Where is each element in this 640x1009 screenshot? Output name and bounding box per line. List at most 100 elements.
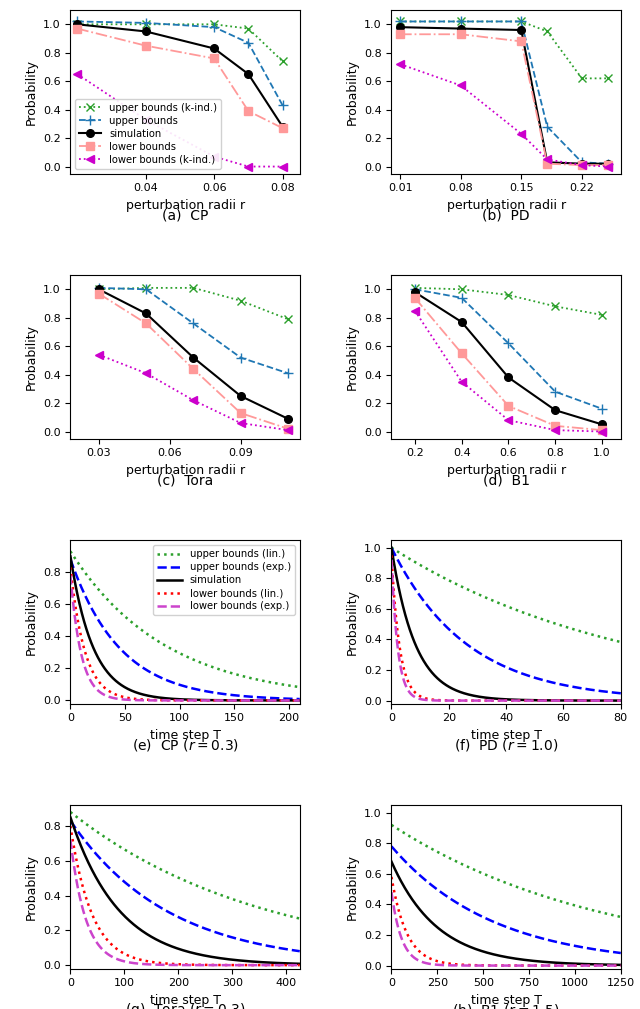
simulation — [498, 693, 506, 705]
simulation — [296, 958, 303, 970]
simulation — [578, 157, 586, 170]
lower bounds (lin.) — [617, 960, 625, 972]
upper bounds — [74, 15, 81, 27]
lower bounds (k-ind.) — [95, 349, 102, 361]
Line: lower bounds: lower bounds — [411, 294, 606, 434]
Line: simulation: simulation — [95, 286, 292, 423]
simulation — [388, 856, 396, 868]
upper bounds (exp.) — [497, 659, 504, 671]
Line: simulation: simulation — [74, 20, 287, 130]
upper bounds (exp.) — [575, 682, 583, 694]
lower bounds (exp.) — [203, 694, 211, 706]
lower bounds (lin.) — [388, 871, 396, 883]
lower bounds — [458, 347, 465, 359]
simulation — [237, 389, 244, 402]
simulation — [524, 955, 532, 967]
lower bounds (lin.) — [512, 694, 520, 706]
simulation — [67, 811, 74, 823]
lower bounds (exp.) — [524, 960, 532, 972]
upper bounds (lin.) — [388, 819, 396, 831]
upper bounds (k-ind.) — [189, 282, 197, 294]
lower bounds (exp.) — [498, 694, 506, 706]
X-axis label: perturbation radii r: perturbation radii r — [447, 199, 566, 212]
upper bounds (exp.) — [191, 918, 198, 930]
upper bounds (lin.) — [67, 806, 74, 818]
lower bounds — [284, 423, 292, 435]
Title: (c)  Tora: (c) Tora — [157, 473, 213, 487]
simulation — [543, 156, 551, 169]
upper bounds (exp.) — [177, 912, 184, 924]
simulation — [74, 18, 81, 30]
upper bounds — [504, 337, 512, 349]
lower bounds (k-ind.) — [74, 68, 81, 80]
simulation — [211, 42, 218, 54]
lower bounds (lin.) — [191, 694, 198, 706]
Y-axis label: Probability: Probability — [346, 589, 358, 655]
lower bounds — [142, 318, 150, 330]
upper bounds (k-ind.) — [244, 22, 252, 34]
simulation — [611, 694, 619, 706]
upper bounds — [543, 121, 551, 133]
simulation — [189, 351, 197, 363]
lower bounds — [396, 28, 404, 40]
Title: (b)  PD: (b) PD — [483, 208, 530, 222]
lower bounds (lin.) — [177, 959, 184, 971]
upper bounds (exp.) — [67, 814, 74, 826]
simulation — [617, 694, 625, 706]
lower bounds (lin.) — [498, 960, 506, 972]
simulation — [611, 959, 619, 971]
upper bounds (exp.) — [611, 687, 619, 699]
upper bounds (lin.) — [296, 912, 303, 924]
lower bounds — [237, 407, 244, 419]
Line: lower bounds (lin.): lower bounds (lin.) — [70, 826, 300, 966]
Title: (d)  B1: (d) B1 — [483, 473, 530, 487]
lower bounds (lin.) — [177, 694, 184, 706]
upper bounds (lin.) — [191, 879, 198, 891]
upper bounds — [598, 403, 606, 415]
lower bounds (exp.) — [177, 694, 184, 706]
lower bounds (exp.) — [388, 886, 396, 898]
Line: lower bounds (lin.): lower bounds (lin.) — [392, 555, 621, 700]
Line: upper bounds (lin.): upper bounds (lin.) — [70, 551, 300, 687]
simulation — [497, 693, 504, 705]
simulation — [279, 121, 287, 133]
upper bounds (lin.) — [512, 881, 520, 893]
upper bounds — [244, 36, 252, 48]
upper bounds (exp.) — [617, 947, 625, 960]
lower bounds (lin.) — [575, 960, 583, 972]
upper bounds (exp.) — [512, 665, 520, 677]
X-axis label: time step T: time step T — [150, 728, 221, 742]
simulation — [396, 21, 404, 33]
upper bounds (exp.) — [524, 928, 532, 940]
upper bounds (exp.) — [255, 937, 262, 949]
X-axis label: time step T: time step T — [470, 728, 541, 742]
lower bounds (k-ind.) — [411, 305, 419, 317]
lower bounds (exp.) — [296, 960, 303, 972]
upper bounds (lin.) — [498, 598, 506, 610]
simulation — [291, 958, 298, 970]
upper bounds (exp.) — [611, 946, 619, 959]
upper bounds (exp.) — [175, 679, 183, 691]
Line: upper bounds: upper bounds — [410, 285, 607, 414]
Y-axis label: Probability: Probability — [24, 589, 37, 655]
simulation — [177, 943, 184, 956]
lower bounds — [457, 28, 465, 40]
lower bounds (k-ind.) — [458, 375, 465, 387]
lower bounds (k-ind.) — [517, 128, 525, 140]
Line: upper bounds (exp.): upper bounds (exp.) — [70, 820, 300, 951]
Line: upper bounds (k-ind.): upper bounds (k-ind.) — [411, 284, 606, 319]
upper bounds (exp.) — [497, 918, 504, 930]
simulation — [175, 943, 183, 956]
simulation — [296, 694, 303, 706]
Title: (g)  Tora ($r = 0.3$): (g) Tora ($r = 0.3$) — [125, 1001, 245, 1009]
lower bounds (exp.) — [175, 694, 183, 706]
upper bounds (lin.) — [255, 901, 262, 913]
simulation — [175, 693, 183, 705]
simulation — [512, 952, 520, 965]
Line: lower bounds (k-ind.): lower bounds (k-ind.) — [396, 60, 612, 171]
upper bounds (lin.) — [611, 635, 619, 647]
simulation — [504, 371, 512, 383]
Line: upper bounds (k-ind.): upper bounds (k-ind.) — [73, 20, 287, 66]
simulation — [203, 694, 211, 706]
upper bounds (exp.) — [296, 945, 303, 958]
